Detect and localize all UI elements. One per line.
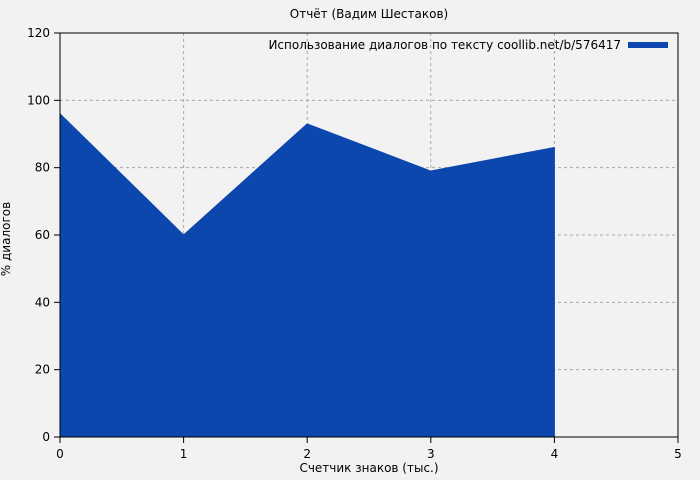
y-tick-label: 120 <box>27 26 50 40</box>
y-tick-label: 40 <box>35 295 50 309</box>
x-tick-label: 4 <box>551 447 559 461</box>
x-tick-label: 5 <box>674 447 682 461</box>
x-tick-label: 1 <box>180 447 188 461</box>
x-axis-label: Счетчик знаков (тыс.) <box>299 461 439 475</box>
legend: Использование диалогов по тексту coollib… <box>268 38 668 52</box>
y-tick-label: 0 <box>42 430 50 444</box>
y-tick-label: 80 <box>35 161 50 175</box>
y-axis-label: % диалогов <box>0 201 13 277</box>
y-tick-label: 20 <box>35 363 50 377</box>
x-tick-label: 0 <box>56 447 64 461</box>
area-series <box>59 112 555 438</box>
y-tick-label: 100 <box>27 93 50 107</box>
chart-title: Отчёт (Вадим Шестаков) <box>289 7 449 21</box>
x-tick-label: 2 <box>303 447 311 461</box>
x-tick-label: 3 <box>427 447 435 461</box>
legend-label: Использование диалогов по тексту coollib… <box>268 38 621 52</box>
legend-swatch <box>628 42 668 48</box>
y-tick-label: 60 <box>35 228 50 242</box>
